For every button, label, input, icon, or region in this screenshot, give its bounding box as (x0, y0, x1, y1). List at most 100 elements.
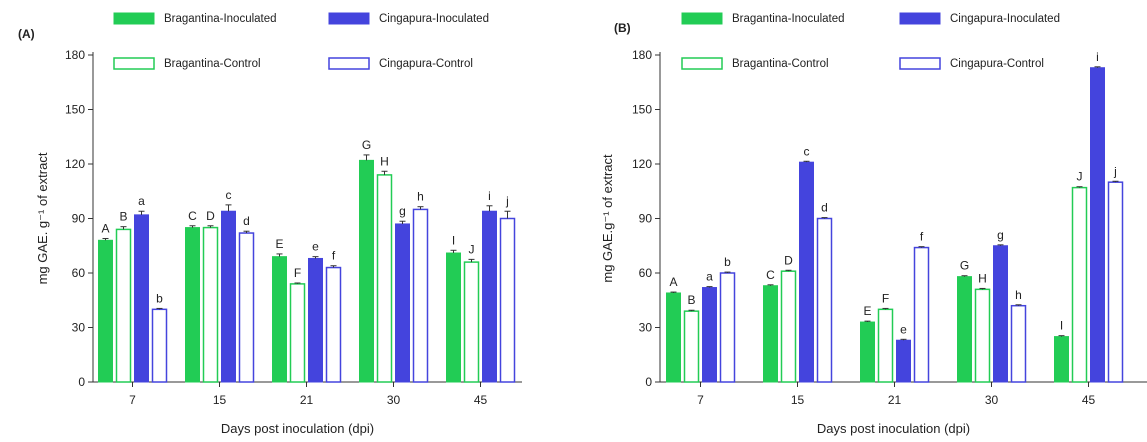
legend-label: Bragantina-Inoculated (164, 13, 277, 25)
x-tick-label: 15 (791, 393, 805, 407)
significance-letter: g (997, 228, 1004, 242)
bar (763, 285, 778, 383)
significance-letter: h (1015, 288, 1022, 302)
legend-swatch (113, 57, 155, 70)
legend-label: Cingapura-Inoculated (379, 13, 489, 25)
x-axis-label: Days post inoculation (dpi) (221, 421, 374, 436)
bar (1071, 186, 1088, 383)
y-tick-label: 0 (645, 375, 652, 389)
significance-letter: H (380, 154, 389, 168)
bar (308, 257, 323, 383)
bar (780, 270, 797, 383)
y-tick-label: 180 (632, 48, 652, 62)
significance-letter: H (978, 271, 987, 285)
bar (1054, 336, 1069, 383)
bar (134, 214, 149, 383)
bar (325, 266, 342, 383)
x-tick-label: 7 (129, 393, 136, 407)
x-tick-label: 21 (888, 393, 902, 407)
bar (957, 276, 972, 383)
y-tick-label: 30 (72, 321, 86, 335)
bar (446, 252, 461, 383)
significance-letter: i (1096, 50, 1099, 64)
chart-panel-b: (B) 0 30 60 90 120 150 180 mg GAE.g⁻¹ of extract… (600, 12, 1147, 436)
significance-letter: E (275, 237, 283, 251)
significance-letter: F (882, 291, 889, 305)
bar (719, 272, 736, 383)
bar (666, 292, 681, 383)
legend-swatch (328, 12, 370, 25)
bar (359, 159, 374, 383)
bar (272, 256, 287, 383)
significance-letter: b (156, 291, 163, 305)
significance-letter: B (119, 210, 127, 224)
significance-letter: J (469, 242, 475, 256)
x-tick-label: 45 (474, 393, 488, 407)
legend-label: Bragantina-Inoculated (732, 13, 845, 25)
bar (499, 217, 516, 383)
y-tick-label: 90 (639, 212, 653, 226)
significance-letter: A (669, 275, 677, 289)
significance-letter: C (766, 268, 775, 282)
x-axis-label: Days post inoculation (dpi) (817, 421, 970, 436)
bar (238, 232, 255, 383)
legend-swatch (899, 57, 941, 70)
significance-letter: I (1060, 319, 1063, 333)
x-tick-label: 21 (300, 393, 314, 407)
legend-label: Cingapura-Control (379, 58, 473, 70)
significance-letter: G (960, 259, 969, 273)
significance-letter: F (294, 266, 301, 280)
legend-swatch (681, 57, 723, 70)
bar (98, 239, 113, 383)
significance-letter: c (804, 144, 810, 158)
significance-letter: e (900, 322, 907, 336)
significance-letter: D (784, 253, 793, 267)
bar (816, 217, 833, 383)
significance-letter: a (138, 194, 145, 208)
bar (1010, 304, 1027, 383)
y-tick-label: 60 (72, 266, 86, 280)
bar (1107, 181, 1124, 383)
bar (463, 261, 480, 383)
bar (683, 310, 700, 383)
bar (482, 210, 497, 383)
bar (115, 228, 132, 383)
significance-letter: d (821, 201, 828, 215)
legend-swatch (899, 12, 941, 25)
significance-letter: j (505, 194, 509, 208)
significance-letter: I (452, 233, 455, 247)
bar (412, 208, 429, 383)
legend-label: Cingapura-Control (950, 58, 1044, 70)
bar (860, 321, 875, 383)
significance-letter: B (687, 293, 695, 307)
bar (289, 283, 306, 383)
bar (799, 161, 814, 383)
bar (376, 174, 393, 383)
bar (151, 308, 168, 383)
significance-letter: b (724, 255, 731, 269)
y-tick-label: 90 (72, 212, 86, 226)
legend-swatch (328, 57, 370, 70)
significance-letter: G (362, 138, 371, 152)
panel-label: (A) (18, 27, 35, 41)
significance-letter: i (488, 189, 491, 203)
significance-letter: a (706, 270, 713, 284)
y-tick-label: 120 (632, 157, 652, 171)
significance-letter: e (312, 240, 319, 254)
y-tick-label: 30 (639, 321, 653, 335)
bar (185, 227, 200, 383)
y-tick-label: 180 (65, 48, 85, 62)
significance-letter: J (1077, 170, 1083, 184)
chart-panel-a: (A) 0 30 60 90 120 150 180 mg GAE. g⁻¹ of extrac… (18, 12, 522, 436)
bar (877, 308, 894, 383)
bar (993, 245, 1008, 383)
legend-label: Cingapura-Inoculated (950, 13, 1060, 25)
legend-swatch (113, 12, 155, 25)
legend-swatch (681, 12, 723, 25)
bar (202, 226, 219, 383)
y-tick-label: 150 (65, 103, 85, 117)
significance-letter: h (417, 190, 424, 204)
y-tick-label: 120 (65, 157, 85, 171)
y-tick-label: 60 (639, 266, 653, 280)
